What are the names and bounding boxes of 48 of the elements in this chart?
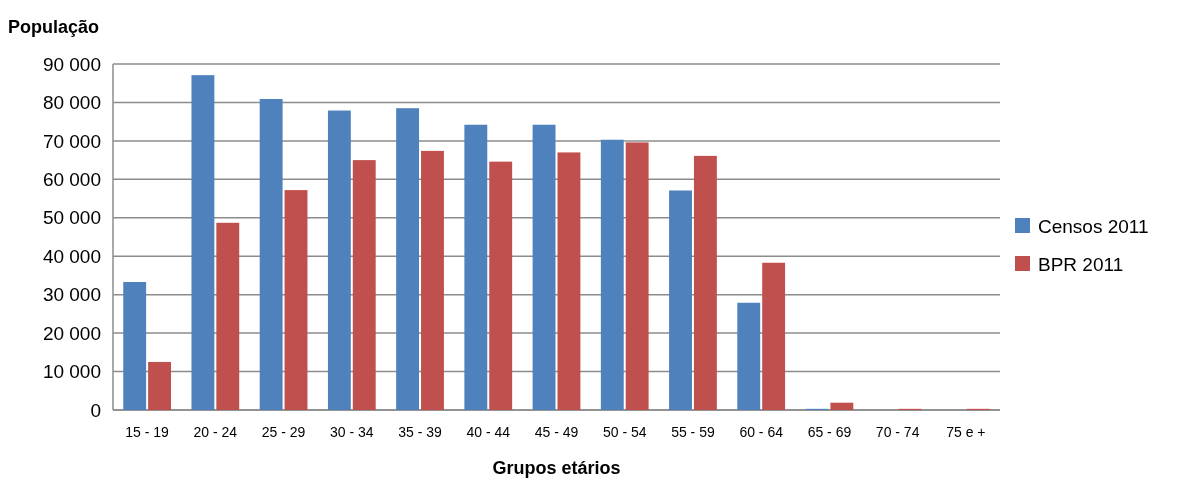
legend-label: BPR 2011	[1038, 253, 1124, 275]
x-tick-label: 25 - 29	[261, 424, 306, 440]
bar	[693, 155, 717, 410]
y-tick-label: 80 000	[42, 92, 101, 114]
x-tick-label: 65 - 69	[807, 424, 852, 440]
bar	[669, 190, 692, 410]
bar	[625, 142, 649, 410]
bar	[191, 75, 215, 410]
x-axis-title: Grupos etários	[492, 458, 621, 478]
y-tick-label: 70 000	[42, 130, 101, 152]
x-tick-label: 55 - 59	[671, 424, 715, 440]
y-tick-label: 30 000	[42, 284, 101, 306]
bar	[830, 402, 854, 410]
bar	[557, 152, 581, 410]
bar	[284, 190, 308, 410]
bar	[762, 262, 786, 410]
bar	[352, 160, 376, 410]
bar	[489, 161, 513, 410]
y-axis-title: População	[8, 17, 100, 37]
bar	[327, 110, 351, 410]
x-tick-label: 40 - 44	[466, 424, 511, 440]
x-tick-label: 50 - 54	[602, 424, 647, 440]
bar	[532, 124, 556, 410]
bar	[259, 98, 283, 410]
bar	[396, 108, 420, 410]
x-tick-label: 35 - 39	[398, 424, 443, 440]
bar	[123, 281, 147, 410]
y-tick-label: 20 000	[42, 322, 101, 344]
y-tick-label: 10 000	[42, 361, 101, 383]
bar	[216, 222, 240, 410]
x-tick-label: 30 - 34	[330, 424, 374, 440]
bar	[148, 361, 171, 410]
x-tick-label: 45 - 49	[534, 424, 579, 440]
x-tick-label: 70 - 74	[875, 424, 920, 440]
x-tick-label: 60 - 64	[739, 424, 784, 440]
x-tick-label: 75 e +	[946, 424, 986, 440]
y-tick-label: 60 000	[42, 168, 101, 190]
y-tick-label: 40 000	[42, 245, 101, 267]
bar	[737, 302, 761, 410]
y-tick-label: 50 000	[42, 207, 101, 229]
bar	[600, 139, 624, 410]
bar	[464, 124, 488, 410]
x-tick-label: 15 - 19	[125, 424, 170, 440]
legend-label: Censos 2011	[1038, 215, 1149, 237]
y-tick-label: 90 000	[42, 53, 101, 75]
y-tick-label: 0	[90, 399, 101, 421]
x-tick-label: 20 - 24	[193, 424, 238, 440]
bar	[421, 150, 444, 410]
